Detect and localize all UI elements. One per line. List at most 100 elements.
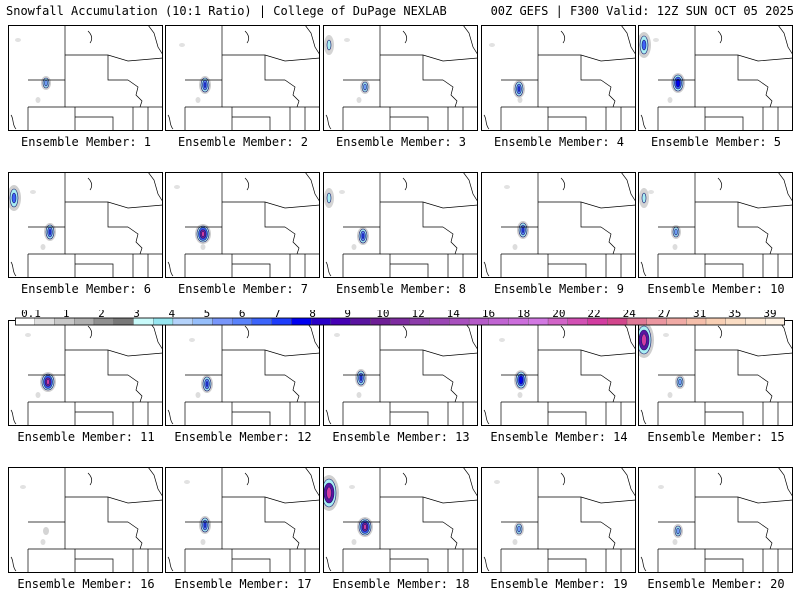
colorbar-tick-label: 4	[168, 310, 175, 320]
panel-frame	[8, 467, 163, 573]
ensemble-member-panel	[8, 320, 163, 426]
snowfall-contour-109-1	[641, 192, 647, 204]
border-line	[422, 350, 443, 376]
member-map	[165, 467, 320, 573]
border-line	[65, 496, 163, 504]
light-snow-speck	[667, 392, 673, 398]
snowfall-contour-10-4	[46, 379, 50, 385]
member-label: Ensemble Member: 16	[17, 577, 155, 591]
state-borders	[325, 320, 478, 426]
light-snow-speck	[40, 539, 46, 545]
border-line	[402, 472, 408, 486]
state-borders	[10, 467, 163, 573]
border-line	[232, 558, 271, 573]
border-line	[284, 226, 300, 255]
ensemble-member-panel	[8, 172, 163, 278]
panel-frame	[481, 467, 636, 573]
light-snow-speck	[356, 392, 362, 398]
border-line	[222, 54, 320, 62]
colorbar-tick-label: 1	[63, 310, 70, 320]
border-line	[264, 497, 285, 523]
snowfall-contour-117-3	[326, 486, 332, 500]
member-label: Ensemble Member: 12	[174, 430, 312, 444]
snowfall-contour-9-2	[674, 228, 678, 236]
member-map	[8, 25, 163, 131]
light-snow-speck	[504, 185, 510, 189]
ensemble-member-panel	[8, 467, 163, 573]
border-line	[127, 226, 143, 255]
border-line	[75, 263, 114, 278]
member-map	[323, 467, 478, 573]
ensemble-member-panel	[8, 25, 163, 131]
snowfall-shading	[25, 333, 56, 398]
member-label: Ensemble Member: 11	[17, 430, 155, 444]
border-line	[422, 497, 443, 523]
light-snow-speck	[20, 485, 26, 489]
border-line	[580, 350, 601, 376]
ensemble-member-panel	[323, 467, 478, 573]
river-line	[167, 261, 174, 277]
panel-frame	[638, 25, 793, 131]
state-borders	[640, 25, 793, 131]
border-line	[107, 55, 128, 81]
member-label: Ensemble Member: 9	[493, 282, 625, 296]
light-snow-speck	[648, 190, 654, 194]
state-borders	[483, 25, 636, 131]
panel-frame	[481, 172, 636, 278]
light-snow-speck	[40, 244, 46, 250]
light-snow-speck	[339, 190, 345, 194]
river-line	[10, 114, 17, 130]
colorbar-tick-label: 39	[763, 310, 776, 320]
river-line	[325, 261, 332, 277]
ensemble-member-panel	[638, 320, 793, 426]
snowfall-contour-102-1	[326, 39, 332, 51]
light-snow-speck	[184, 480, 190, 484]
snowfall-contour-15-0	[43, 527, 49, 535]
member-map	[638, 25, 793, 131]
ensemble-member-panel	[323, 172, 478, 278]
border-line	[107, 202, 128, 228]
border-line	[127, 521, 143, 550]
ensemble-member-panel	[638, 25, 793, 131]
river-line	[10, 409, 17, 425]
colorbar-segment	[172, 317, 193, 326]
snowfall-shading	[8, 185, 56, 250]
snowfall-contour-1-3	[203, 82, 207, 88]
border-line	[422, 55, 443, 81]
member-map	[165, 25, 320, 131]
member-map	[8, 172, 163, 278]
border-line	[65, 201, 163, 209]
colorbar-segment	[567, 317, 588, 326]
map-background	[323, 467, 478, 573]
snowfall-contour-12-3	[359, 375, 363, 381]
chart-title: Snowfall Accumulation (10:1 Ratio) | Col…	[6, 4, 447, 18]
member-label: Ensemble Member: 8	[335, 282, 467, 296]
state-borders	[167, 320, 320, 426]
border-line	[244, 472, 250, 486]
river-line	[10, 261, 17, 277]
border-line	[402, 177, 408, 191]
border-line	[695, 496, 793, 504]
snowfall-shading	[489, 43, 525, 103]
member-map	[638, 172, 793, 278]
border-line	[717, 472, 723, 486]
state-borders	[325, 25, 478, 131]
light-snow-speck	[200, 539, 206, 545]
snowfall-contour-104-2	[641, 39, 647, 51]
border-line	[548, 263, 587, 278]
border-line	[232, 411, 271, 426]
light-snow-speck	[35, 97, 41, 103]
border-line	[717, 30, 723, 44]
state-borders	[167, 172, 320, 278]
ensemble-member-panel	[323, 320, 478, 426]
snowfall-contour-13-3	[518, 375, 524, 385]
state-borders	[325, 172, 478, 278]
border-line	[75, 558, 114, 573]
snowfall-shading	[179, 43, 211, 103]
border-line	[284, 374, 300, 403]
border-line	[232, 263, 271, 278]
light-snow-speck	[351, 539, 357, 545]
state-borders	[640, 320, 793, 426]
border-line	[620, 25, 636, 56]
member-label: Ensemble Member: 7	[177, 282, 309, 296]
